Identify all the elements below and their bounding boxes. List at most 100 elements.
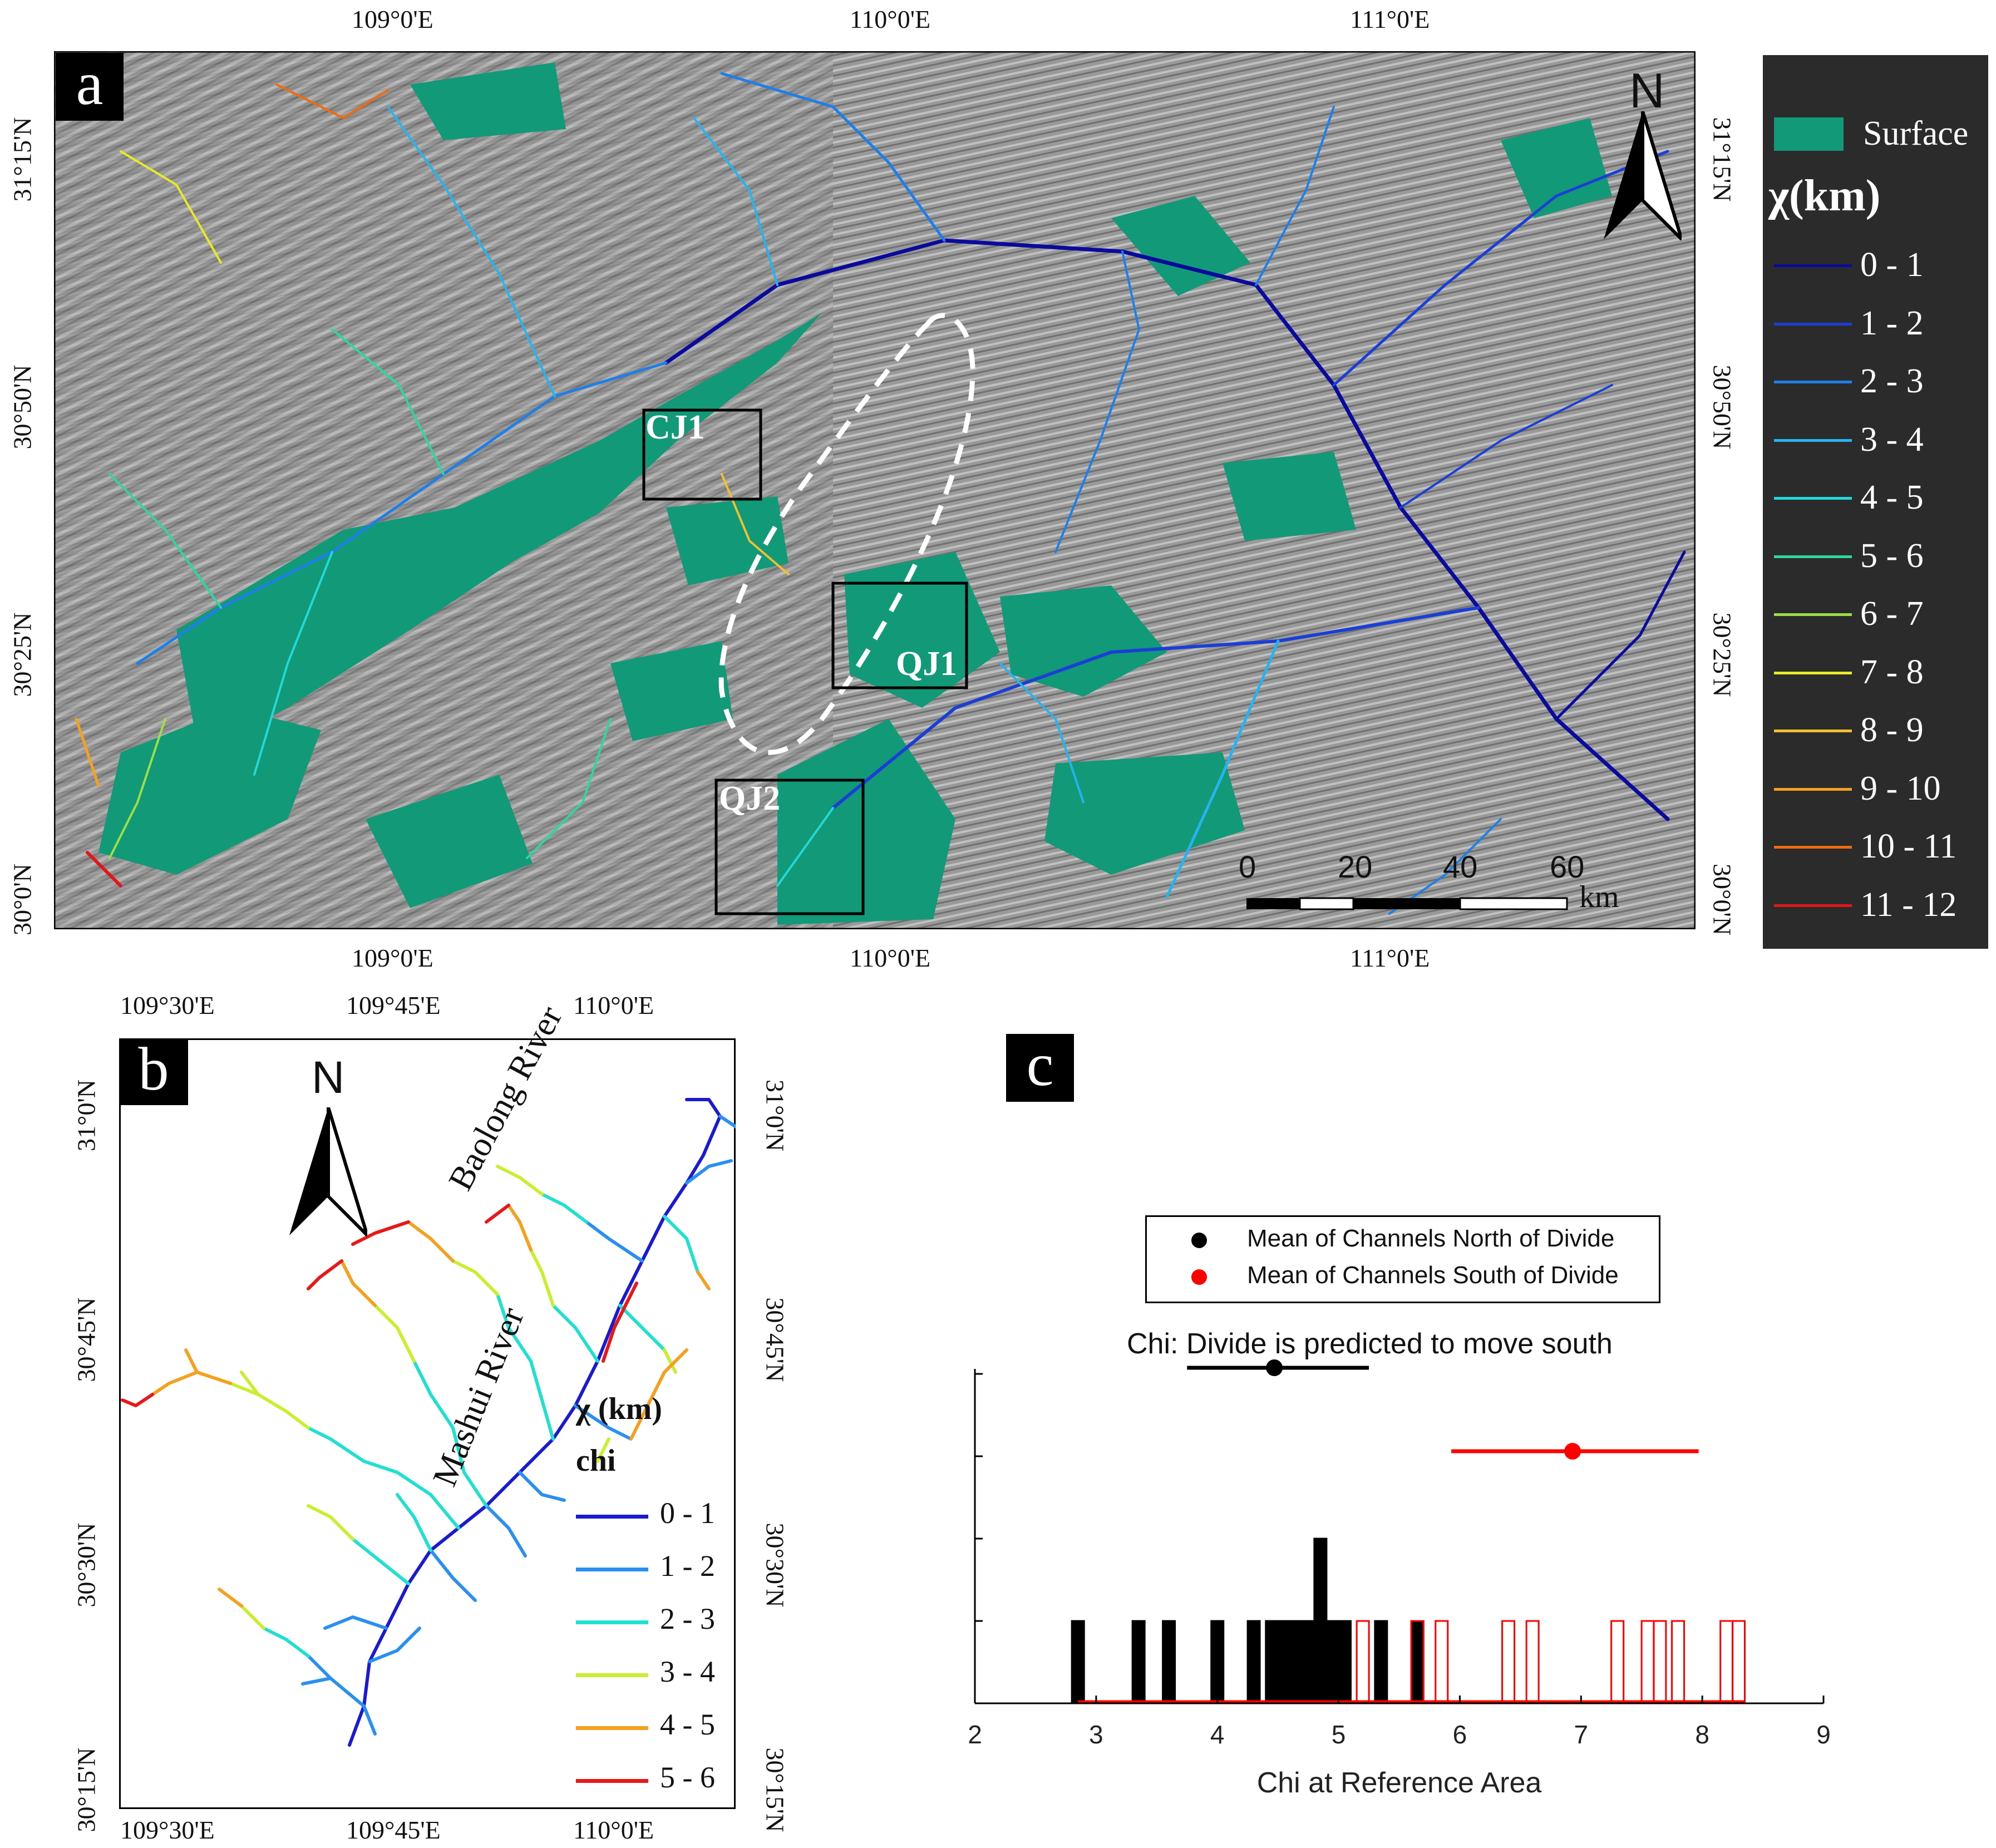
b-north-label: N: [312, 1052, 345, 1103]
c-bar-south: [1356, 1620, 1370, 1704]
c-bar-north: [1289, 1620, 1303, 1704]
a-legend-label: 4 - 5: [1860, 479, 1924, 516]
a-lon-tick-bottom: 109°0'E: [352, 944, 433, 972]
a-scale-unit: km: [1579, 880, 1619, 914]
a-lat-tick-right: 30°0'N: [1708, 864, 1737, 935]
a-lat-tick-right: 30°50'N: [1708, 364, 1737, 450]
c-x-tick-label: 7: [1574, 1720, 1588, 1749]
b-legend-subtitle: chi: [576, 1443, 616, 1478]
c-mean-south: [1564, 1443, 1581, 1460]
c-bar-north: [1313, 1537, 1328, 1704]
a-legend-swatch: [1774, 438, 1852, 442]
b-lon-tick-top: 109°30'E: [120, 991, 215, 1019]
c-bar-north: [1301, 1620, 1315, 1704]
c-bar-north: [1265, 1620, 1279, 1704]
a-scale-label: 0: [1239, 849, 1256, 884]
a-lat-tick-right: 31°15'N: [1708, 117, 1737, 202]
a-surface-patches: [98, 62, 1612, 925]
c-bar-north: [1337, 1620, 1352, 1704]
b-lat-tick-right: 30°45'N: [761, 1297, 790, 1382]
b-legend-swatch: [576, 1726, 648, 1730]
a-scale-label: 40: [1443, 849, 1478, 884]
c-bar-south: [1501, 1620, 1516, 1704]
a-legend-item: 11 - 12: [1763, 886, 1985, 960]
b-legend-label: 1 - 2: [660, 1549, 715, 1583]
a-lat-tick-right: 30°25'N: [1708, 612, 1737, 697]
c-bar-south: [1732, 1620, 1746, 1704]
a-legend-label: 1 - 2: [1860, 304, 1924, 342]
a-legend-item: 6 - 7: [1763, 595, 1985, 669]
a-legend-swatch: [1774, 787, 1852, 791]
a-legend-label: 10 - 11: [1860, 827, 1957, 865]
b-lon-tick-top: 109°45'E: [346, 991, 441, 1019]
a-legend-swatch: [1774, 846, 1852, 849]
c-x-axis-label: Chi at Reference Area: [1257, 1767, 1542, 1799]
b-legend-swatch: [576, 1779, 648, 1783]
a-legend-item: 10 - 11: [1763, 827, 1985, 901]
c-bar-north: [1410, 1620, 1425, 1704]
b-legend-label: 5 - 6: [660, 1761, 715, 1794]
a-river-network: [75, 72, 1686, 915]
b-legend-swatch: [576, 1620, 648, 1624]
c-x-tick-label: 3: [1089, 1720, 1103, 1749]
c-bar-south: [1671, 1620, 1685, 1704]
c-bar-north: [1131, 1620, 1146, 1704]
a-legend-swatch: [1774, 381, 1852, 383]
c-x-tick-label: 4: [1210, 1720, 1225, 1749]
a-divide-ellipse: [718, 313, 975, 755]
c-legend-label-south: Mean of Channels South of Divide: [1247, 1261, 1619, 1289]
c-legend-marker-south: [1191, 1269, 1207, 1285]
c-legend: Mean of Channels North of Divide Mean of…: [1145, 1215, 1660, 1303]
b-river-map: [119, 1038, 736, 1809]
c-bar-north: [1162, 1620, 1176, 1704]
b-lat-tick-right: 31°0'N: [761, 1080, 790, 1151]
a-lat-tick-left: 30°50'N: [8, 364, 37, 450]
a-legend-label: 5 - 6: [1860, 536, 1924, 575]
a-legend-surface-label: Surface: [1863, 115, 1969, 152]
a-legend-item: 8 - 9: [1763, 711, 1985, 785]
b-legend-label: 3 - 4: [660, 1655, 715, 1688]
a-lat-tick-left: 30°25'N: [8, 612, 37, 697]
c-x-tick-label: 6: [1453, 1720, 1467, 1749]
c-bar-south: [1640, 1620, 1655, 1704]
a-legend-title: χ(km): [1768, 171, 1881, 220]
a-legend-item: 5 - 6: [1763, 537, 1985, 611]
c-histogram: 2 3 4 5 6 7 8 9 Chi at Reference Area: [968, 1359, 1831, 1799]
c-bar-north: [1277, 1620, 1292, 1704]
b-legend-label: 0 - 1: [660, 1496, 715, 1530]
a-legend-item: 1 - 2: [1763, 304, 1985, 378]
c-x-tick-label: 8: [1695, 1720, 1709, 1749]
a-legend-label: 7 - 8: [1860, 653, 1924, 691]
b-lat-tick-left: 31°0'N: [72, 1080, 101, 1151]
c-x-tick-label: 2: [968, 1720, 982, 1749]
a-lon-tick-top: 110°0'E: [850, 5, 931, 33]
c-x-tick-label: 9: [1816, 1720, 1831, 1749]
c-panel-letter: c: [1006, 1034, 1074, 1102]
a-lat-tick-left: 30°0'N: [8, 864, 37, 935]
b-lat-tick-left: 30°15'N: [72, 1747, 101, 1832]
a-lon-tick-top: 109°0'E: [352, 5, 433, 33]
a-north-label: N: [1629, 63, 1665, 118]
a-legend-label: 9 - 10: [1860, 769, 1941, 807]
c-bar-south: [1525, 1620, 1540, 1704]
a-legend-swatch: [1774, 613, 1852, 616]
a-legend-swatch: [1774, 730, 1852, 732]
b-lat-tick-right: 30°15'N: [761, 1747, 790, 1832]
c-mean-north: [1266, 1359, 1283, 1376]
a-scale-label: 20: [1338, 849, 1373, 884]
b-lon-tick-bottom: 110°0'E: [573, 1816, 654, 1844]
c-x-tick-label: 5: [1332, 1720, 1346, 1749]
a-legend-swatch: [1774, 904, 1852, 907]
c-bar-north: [1071, 1620, 1085, 1704]
a-legend-label: 11 - 12: [1860, 885, 1957, 924]
c-legend-marker-north: [1191, 1233, 1207, 1248]
a-legend-label: 2 - 3: [1860, 362, 1924, 400]
a-lon-tick-bottom: 110°0'E: [850, 944, 931, 972]
a-scale-label: 60: [1550, 849, 1585, 884]
a-box-cj1: [642, 408, 762, 501]
a-lon-tick-bottom: 111°0'E: [1350, 944, 1430, 972]
a-legend-item: 9 - 10: [1763, 770, 1985, 844]
a-legend: Surface χ(km) 0 - 1 1 - 2 2 - 3 3 - 4 4 - 5 5…: [1763, 55, 1988, 949]
a-legend-surface-swatch: [1774, 117, 1844, 151]
b-legend-title: χ (km): [576, 1392, 662, 1426]
